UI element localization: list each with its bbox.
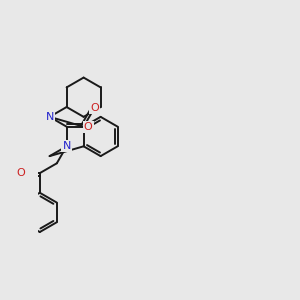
Text: N: N xyxy=(62,141,71,151)
Text: O: O xyxy=(90,103,99,113)
Text: O: O xyxy=(16,168,25,178)
Text: O: O xyxy=(84,122,92,132)
Text: N: N xyxy=(45,112,54,122)
